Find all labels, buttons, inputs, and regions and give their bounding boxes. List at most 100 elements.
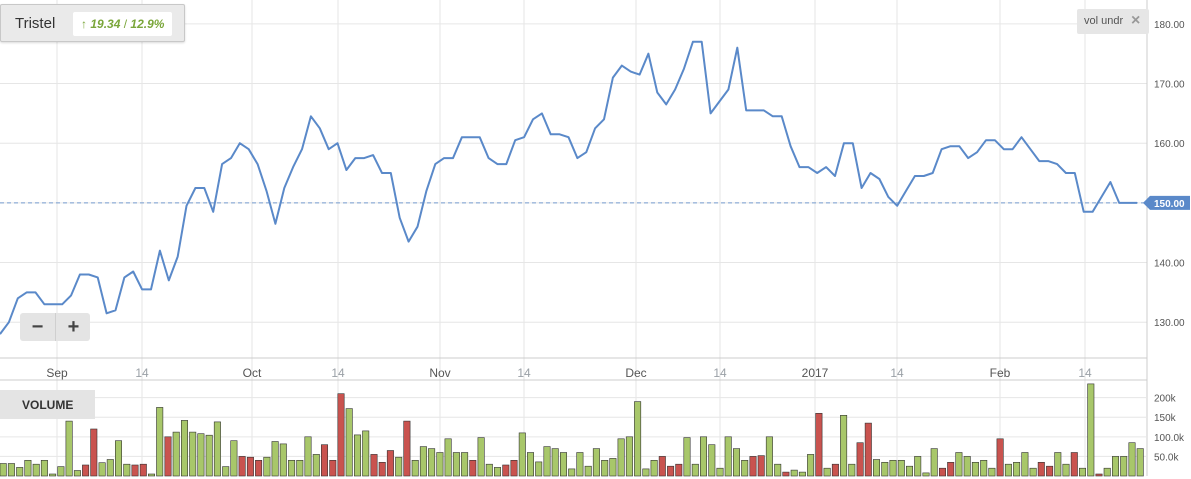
volume-bar <box>757 455 765 477</box>
change-percent: 12.9% <box>130 17 165 31</box>
price-axis: 130.00 140.00 160.00 170.00 180.00 <box>1154 20 1185 329</box>
volume-bar <box>905 465 913 477</box>
zoom-in-button[interactable]: + <box>55 313 91 341</box>
volume-bars <box>0 383 1144 477</box>
volume-bar <box>312 454 320 477</box>
volume-bar <box>864 422 872 477</box>
volume-bar <box>362 430 370 477</box>
close-icon[interactable]: × <box>1131 12 1141 29</box>
x-tick-label: 2017 <box>802 366 829 380</box>
volume-bar <box>798 471 806 477</box>
volume-bar <box>774 463 782 477</box>
volume-bar <box>518 432 526 477</box>
volume-bar <box>7 463 15 477</box>
volume-bar <box>213 421 221 477</box>
volume-bar <box>996 438 1004 477</box>
volume-bar <box>24 459 32 477</box>
volume-bar <box>642 468 650 477</box>
volume-bar <box>526 452 534 477</box>
volume-bar <box>749 456 757 477</box>
volume-bar <box>1046 465 1054 477</box>
x-tick-label: 14 <box>1078 366 1092 380</box>
x-tick-label: 14 <box>331 366 345 380</box>
volume-bar <box>90 428 98 477</box>
zoom-controls: − + <box>20 313 90 341</box>
volume-bar <box>732 448 740 477</box>
volume-bar <box>930 448 938 477</box>
volume-bar <box>1120 456 1128 477</box>
volume-bar <box>1070 452 1078 477</box>
zoom-out-button[interactable]: − <box>31 316 44 338</box>
volume-bar <box>1029 467 1037 477</box>
volume-bar <box>411 459 419 477</box>
volume-bar <box>353 434 361 477</box>
volume-bar <box>609 458 617 477</box>
volume-bar <box>493 467 501 477</box>
volume-bar <box>691 463 699 477</box>
volume-bar <box>576 452 584 477</box>
volume-bar <box>428 448 436 477</box>
volume-bar <box>1128 442 1136 477</box>
volume-bar <box>403 420 411 477</box>
price-tick-label: 180.00 <box>1154 20 1185 31</box>
volume-bar <box>559 452 567 477</box>
volume-bar <box>329 459 337 477</box>
volume-bar <box>345 408 353 477</box>
volume-bar <box>947 461 955 477</box>
x-tick-label: Nov <box>429 366 450 380</box>
volume-tick-label: 100.0k <box>1154 433 1185 444</box>
price-tick-label: 170.00 <box>1154 80 1185 91</box>
volume-bar <box>0 463 7 477</box>
indicator-tag[interactable]: vol undr × <box>1077 9 1149 34</box>
price-series-line <box>0 40 1137 335</box>
volume-bar <box>395 456 403 477</box>
volume-bar <box>320 444 328 477</box>
volume-bar <box>823 467 831 477</box>
volume-bar <box>288 459 296 477</box>
volume-bar <box>436 452 444 477</box>
volume-bar <box>568 468 576 477</box>
volume-bar <box>304 436 312 477</box>
volume-bar <box>634 401 642 477</box>
current-price-label: 150.00 <box>1154 199 1185 210</box>
x-tick-label: Feb <box>990 366 1011 380</box>
volume-bar <box>73 470 81 477</box>
volume-bar <box>477 437 485 477</box>
volume-bar <box>123 463 131 477</box>
volume-bar <box>444 438 452 477</box>
volume-bar <box>263 456 271 477</box>
volume-bar <box>197 433 205 477</box>
volume-bar <box>139 463 147 477</box>
volume-bar <box>32 463 40 477</box>
volume-bar <box>592 448 600 477</box>
x-tick-label: Oct <box>243 366 262 380</box>
volume-bar <box>625 436 633 477</box>
volume-bar <box>815 412 823 477</box>
volume-bar <box>205 434 213 477</box>
volume-bar <box>848 463 856 477</box>
volume-bar <box>452 452 460 477</box>
volume-bar <box>82 464 90 477</box>
volume-bar <box>386 450 394 477</box>
volume-bar <box>419 446 427 477</box>
volume-bar <box>716 467 724 477</box>
price-tick-label: 140.00 <box>1154 259 1185 270</box>
volume-bar <box>296 459 304 477</box>
volume-bar <box>106 459 114 477</box>
volume-bar <box>675 463 683 477</box>
volume-bar <box>222 466 230 477</box>
current-price-marker: 150.00 <box>1143 195 1190 210</box>
x-tick-label: 14 <box>890 366 904 380</box>
volume-bar <box>1062 463 1070 477</box>
volume-bar <box>1103 467 1111 477</box>
volume-bar <box>469 459 477 477</box>
volume-bar <box>708 444 716 477</box>
volume-title: VOLUME <box>22 398 74 412</box>
volume-bar <box>1079 467 1087 477</box>
volume-bar <box>1054 452 1062 477</box>
volume-tick-label: 50.0k <box>1154 452 1179 463</box>
instrument-header: Tristel ↑ 19.34 / 12.9% <box>0 4 185 42</box>
volume-bar <box>461 452 469 477</box>
volume-bar <box>658 456 666 477</box>
volume-bar <box>1095 473 1103 477</box>
